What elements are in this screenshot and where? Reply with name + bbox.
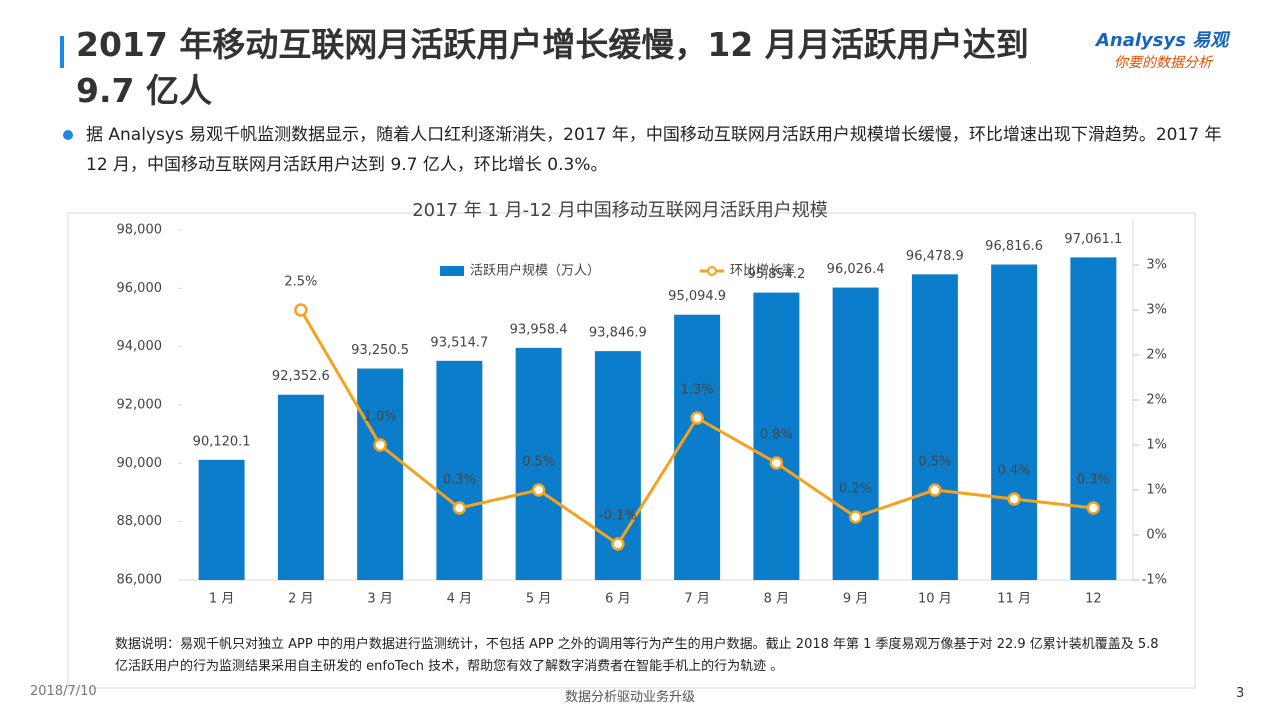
line-value-label: 0.8% [760, 428, 793, 443]
line-marker [452, 501, 467, 515]
x-tick-label: 12 [1085, 592, 1102, 607]
line-marker [373, 438, 387, 452]
x-tick-label: 6 月 [605, 592, 630, 607]
data-note: 数据说明：易观千帆只对独立 APP 中的用户数据进行监测统计，不包括 APP 之… [115, 637, 1159, 674]
x-tick-label: 10 月 [918, 592, 952, 607]
x-tick-label: 7 月 [684, 592, 709, 607]
line-marker [769, 456, 784, 470]
line-value-label: 0.2% [839, 482, 872, 497]
y2-tick-label: -1% [1142, 573, 1167, 588]
bullet-text: 据 Analysys 易观千帆监测数据显示，随着人口红利逐渐消失，2017 年，… [86, 125, 1222, 175]
bar-value-label: 90,120.1 [193, 434, 251, 449]
bar-value-label: 92,352.6 [272, 369, 330, 384]
bar-value-label: 96,478.9 [906, 249, 964, 264]
bar [436, 360, 483, 580]
line-marker [1086, 501, 1101, 515]
legend-label: 环比增长率 [730, 263, 795, 279]
y2-tick-label: 3% [1146, 303, 1167, 318]
bar-value-label: 95,854.2 [747, 267, 805, 282]
line-value-label: 2.5% [284, 275, 317, 290]
line-marker [1007, 492, 1021, 506]
x-tick-label: 3 月 [367, 592, 392, 607]
bar-value-label: 97,061.1 [1064, 232, 1122, 247]
bar-value-label: 95,094.9 [668, 289, 726, 304]
x-tick-label: 4 月 [447, 592, 472, 607]
line-marker [611, 537, 625, 551]
bar [515, 347, 562, 580]
bar [277, 394, 324, 580]
chart-frame [67, 212, 1196, 689]
y-tick-label: 88,000 [117, 514, 163, 529]
y2-tick-label: 2% [1146, 393, 1167, 408]
legend-label: 活跃用户规模（万人） [470, 263, 600, 279]
bar-value-label: 93,250.5 [351, 343, 409, 358]
y-tick-label: 92,000 [117, 398, 163, 413]
footer: 数据分析驱动业务升级 [565, 690, 696, 705]
line-marker [531, 483, 546, 497]
bar [674, 314, 721, 580]
logo: Analysys 易观 [1096, 30, 1229, 51]
bar [991, 264, 1038, 580]
slide-title: 2017 年移动互联网月活跃用户增长缓慢，12 月月活跃用户达到 9.7 亿人 [76, 25, 1029, 110]
line-value-label: 0.5% [918, 455, 951, 470]
line-marker [294, 303, 308, 317]
legend-swatch-marker [707, 266, 717, 276]
x-tick-label: 8 月 [764, 592, 789, 607]
y2-tick-label: 1% [1146, 438, 1167, 453]
line-value-label: 0.3% [443, 473, 476, 488]
bar [753, 292, 800, 580]
line-value-label: 0.3% [1077, 473, 1110, 488]
line-value-label: -0.1% [599, 509, 637, 524]
bar [911, 274, 958, 580]
y-tick-label: 94,000 [117, 339, 163, 354]
chart-title: 2017 年 1 月-12 月中国移动互联网月活跃用户规模 [412, 200, 828, 221]
bar [1070, 257, 1117, 580]
line-value-label: 1.3% [681, 383, 714, 398]
y2-tick-label: 3% [1146, 258, 1167, 273]
y-tick-label: 96,000 [117, 281, 163, 296]
bar-value-label: 96,816.6 [985, 239, 1043, 254]
x-tick-label: 9 月 [843, 592, 868, 607]
bar [198, 459, 245, 580]
line-value-label: 0.4% [998, 464, 1031, 479]
bar-value-label: 93,846.9 [589, 326, 647, 341]
x-tick-label: 1 月 [209, 592, 234, 607]
line-marker [848, 510, 863, 524]
bar [832, 287, 879, 580]
x-tick-label: 2 月 [288, 592, 313, 607]
y2-tick-label: 0% [1146, 528, 1167, 543]
date: 2018/7/10 [30, 684, 97, 699]
bar [357, 368, 404, 580]
y2-tick-label: 2% [1146, 348, 1167, 363]
title-accent [60, 36, 64, 68]
line-marker [690, 411, 704, 425]
page-number: 3 [1236, 686, 1245, 701]
y-tick-label: 86,000 [117, 573, 163, 588]
logo-slogan: 你要的数据分析 [1114, 55, 1212, 71]
x-tick-label: 5 月 [526, 592, 551, 607]
bar-value-label: 96,026.4 [827, 262, 885, 277]
chart-title-box: 2017 年 1 月-12 月中国移动互联网月活跃用户规模 [412, 200, 828, 221]
legend-swatch [440, 266, 464, 276]
line-marker [928, 483, 942, 497]
y-tick-label: 90,000 [117, 456, 163, 471]
y-tick-label: 98,000 [117, 223, 163, 238]
bar-value-label: 93,514.7 [430, 335, 488, 350]
y2-tick-label: 1% [1146, 483, 1167, 498]
x-tick-label: 11 月 [997, 592, 1031, 607]
line-value-label: 0.5% [522, 455, 555, 470]
bar-value-label: 93,958.4 [510, 322, 568, 337]
line-value-label: 1.0% [364, 410, 397, 425]
bullet-dot [63, 130, 73, 140]
